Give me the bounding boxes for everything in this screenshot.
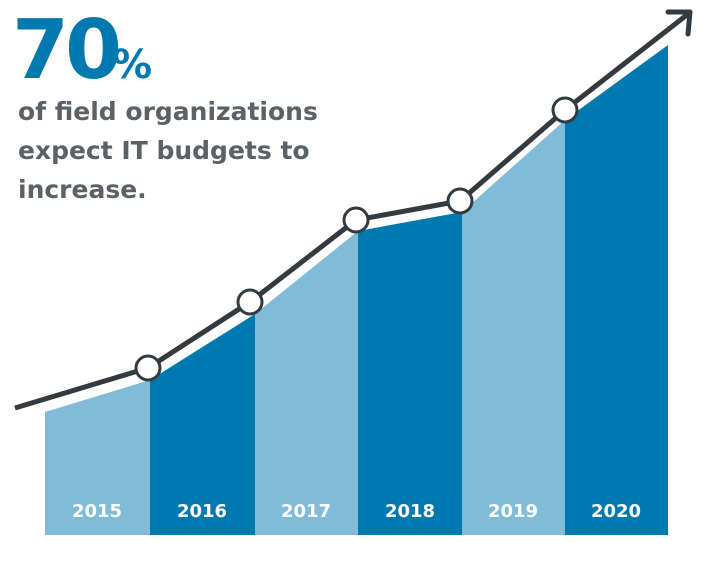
- markers: [134, 96, 579, 382]
- year-label: 2015: [72, 501, 122, 522]
- column: [565, 45, 668, 535]
- headline-line: increase.: [18, 175, 147, 204]
- column: [255, 231, 358, 535]
- marker: [446, 187, 474, 215]
- stat-unit: %: [112, 42, 152, 88]
- year-label: 2018: [385, 501, 435, 522]
- column: [462, 120, 565, 535]
- year-label: 2016: [177, 501, 227, 522]
- column: [150, 314, 255, 535]
- marker: [342, 206, 370, 234]
- year-label: 2017: [281, 501, 331, 522]
- marker: [551, 96, 579, 124]
- marker: [134, 354, 162, 382]
- year-label: 2020: [591, 501, 641, 522]
- year-label: 2019: [488, 501, 538, 522]
- headline-line: expect IT budgets to: [18, 136, 310, 165]
- headline-line: of field organizations: [18, 97, 318, 126]
- stat: 70: [12, 3, 119, 98]
- columns: [45, 45, 668, 535]
- arrow-head: [665, 9, 693, 37]
- marker: [236, 288, 264, 316]
- column: [358, 212, 462, 535]
- column: [45, 380, 150, 535]
